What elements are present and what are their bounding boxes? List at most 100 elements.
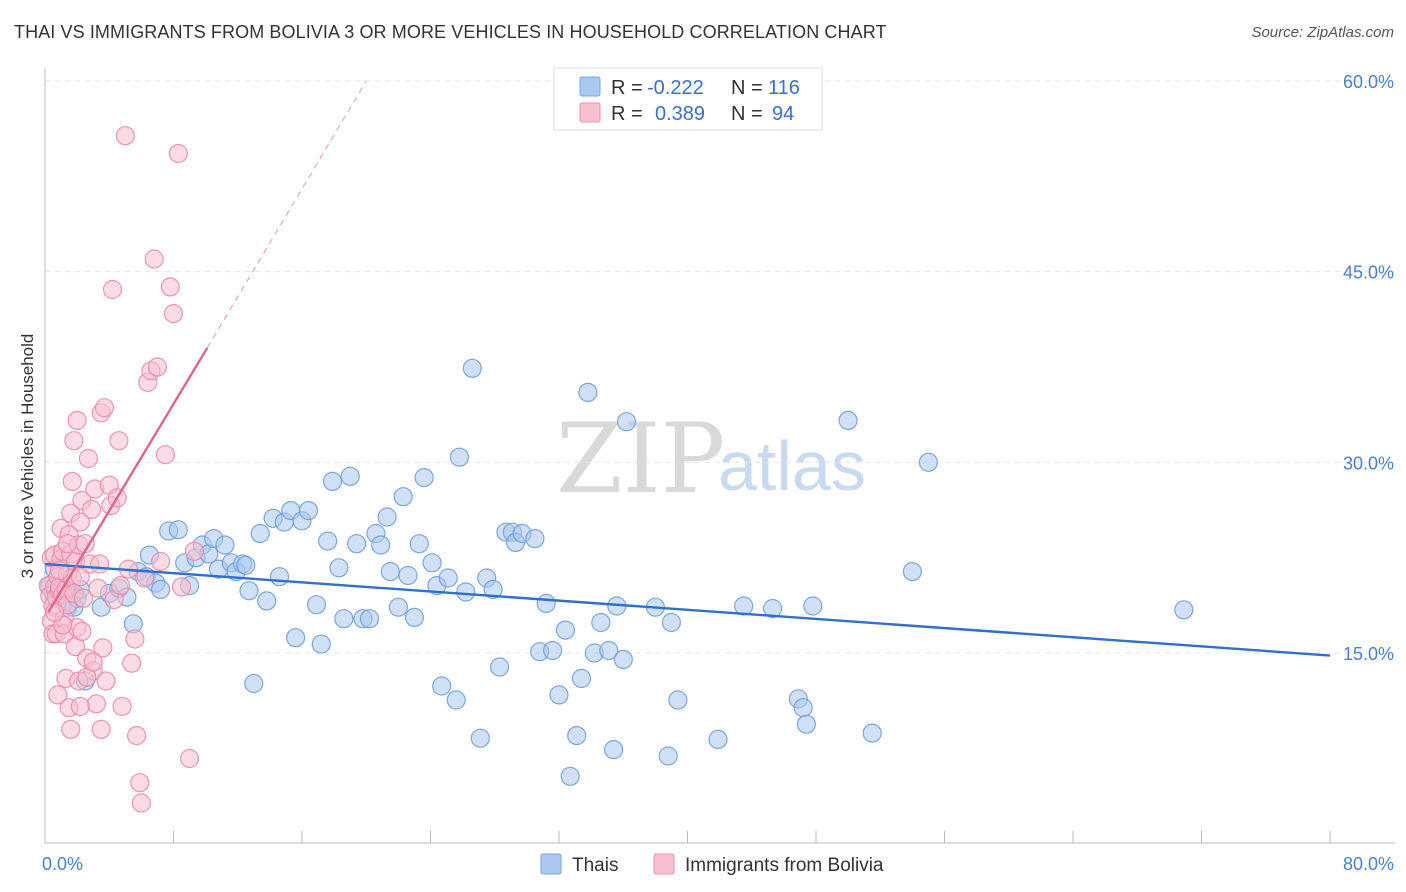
bolivia-points [38,126,204,813]
bolivia-point [70,696,90,717]
bottom-legend-label-thais[interactable]: Thais [572,855,618,876]
bolivia-point [88,578,108,598]
bolivia-point [62,471,82,491]
thais-point [377,507,397,527]
thais-point [398,565,418,586]
bolivia-point [78,448,99,469]
thais-point [239,581,259,601]
thais-point [334,609,354,629]
thais-point [449,447,469,467]
bolivia-point [86,694,107,714]
thais-point [734,596,754,616]
bottom-legend-swatch-thais[interactable] [540,853,562,875]
thais-point [902,561,923,582]
thais-point [603,739,624,760]
thais-point [838,410,858,430]
chart-title: THAI VS IMMIGRANTS FROM BOLIVIA 3 OR MOR… [14,22,887,42]
thais-point [560,766,580,786]
bolivia-point [48,685,68,705]
y-tick-label: 15.0% [1343,644,1394,664]
thais-point [359,609,380,629]
x-tick-label: 80.0% [1343,854,1394,874]
thais-point [803,596,823,616]
y-tick-label: 45.0% [1343,263,1394,283]
y-tick-label: 30.0% [1343,453,1394,473]
thais-point [322,471,343,491]
bolivia-point [72,621,92,642]
trend-lines [44,80,1331,657]
thais-point [613,649,633,670]
thais-point [462,358,482,378]
bolivia-point [61,719,81,739]
bolivia-point [67,410,87,430]
thais-point [168,520,188,540]
thais-point [549,685,569,705]
bolivia-point [70,512,90,532]
bolivia-point [125,629,145,649]
bolivia-point [96,671,116,691]
bolivia-point [160,277,180,297]
thais-point [371,535,391,555]
watermark-atlas: atlas [718,427,866,505]
legend-n-label-thais: N = [731,77,763,99]
source-credit: Source: ZipAtlas.com [1251,24,1394,41]
bolivia-point [168,143,188,164]
bolivia-point [130,773,150,793]
bolivia-trend-extension [206,80,367,349]
thais-point [446,690,466,710]
thais-point [409,534,429,554]
bolivia-point [81,499,102,519]
thais-point [762,598,783,619]
thais-point [616,412,637,432]
thais-point [151,579,171,600]
y-tick-label: 60.0% [1343,72,1394,92]
x-tick-label: 0.0% [42,854,83,874]
bolivia-point [147,357,167,377]
gridlines: 15.0% 30.0% 45.0% 60.0% [45,72,1395,664]
thais-point [422,553,442,573]
bolivia-point [163,304,184,324]
bottom-legend-swatch-bolivia[interactable] [653,853,675,875]
bolivia-point [110,575,131,596]
thais-point [470,728,490,748]
thais-point [483,579,503,600]
bolivia-point [102,279,123,300]
bolivia-point [89,554,110,574]
bolivia-point [115,126,135,146]
bolivia-point [93,638,113,658]
thais-point [286,628,306,648]
legend-n-value-bolivia: 94 [772,103,794,125]
thais-point [661,612,682,633]
thais-point [257,591,277,611]
bolivia-point [64,431,84,451]
watermark-zip: ZIP [556,403,725,515]
bolivia-point [127,725,147,746]
thais-point [708,729,728,750]
legend-swatch-thais [579,76,601,97]
series-legend: Thais Immigrants from Bolivia [540,853,884,876]
thais-point [796,714,817,734]
thais-point [599,640,619,661]
thais-point [269,567,290,587]
thais-point [918,452,939,472]
thais-point [236,555,256,575]
legend-r-value-bolivia: 0.389 [655,103,705,125]
thais-point [318,531,338,551]
thais-point [414,468,434,488]
thais-point [215,535,235,555]
legend-r-label-thais: R = [611,77,643,99]
legend-r-label-bolivia: R = [611,103,643,125]
thais-point [311,634,331,654]
thais-point [380,561,400,582]
bolivia-point [109,431,129,451]
legend-n-value-thais: 116 [768,77,800,99]
thais-point [388,597,408,617]
thais-point [340,466,360,486]
bolivia-point [151,551,171,572]
thais-point [1174,600,1194,620]
legend-n-label-bolivia: N = [731,103,763,125]
bottom-legend-label-bolivia[interactable]: Immigrants from Bolivia [685,855,884,876]
bolivia-point [155,445,176,465]
thais-point [591,612,611,633]
